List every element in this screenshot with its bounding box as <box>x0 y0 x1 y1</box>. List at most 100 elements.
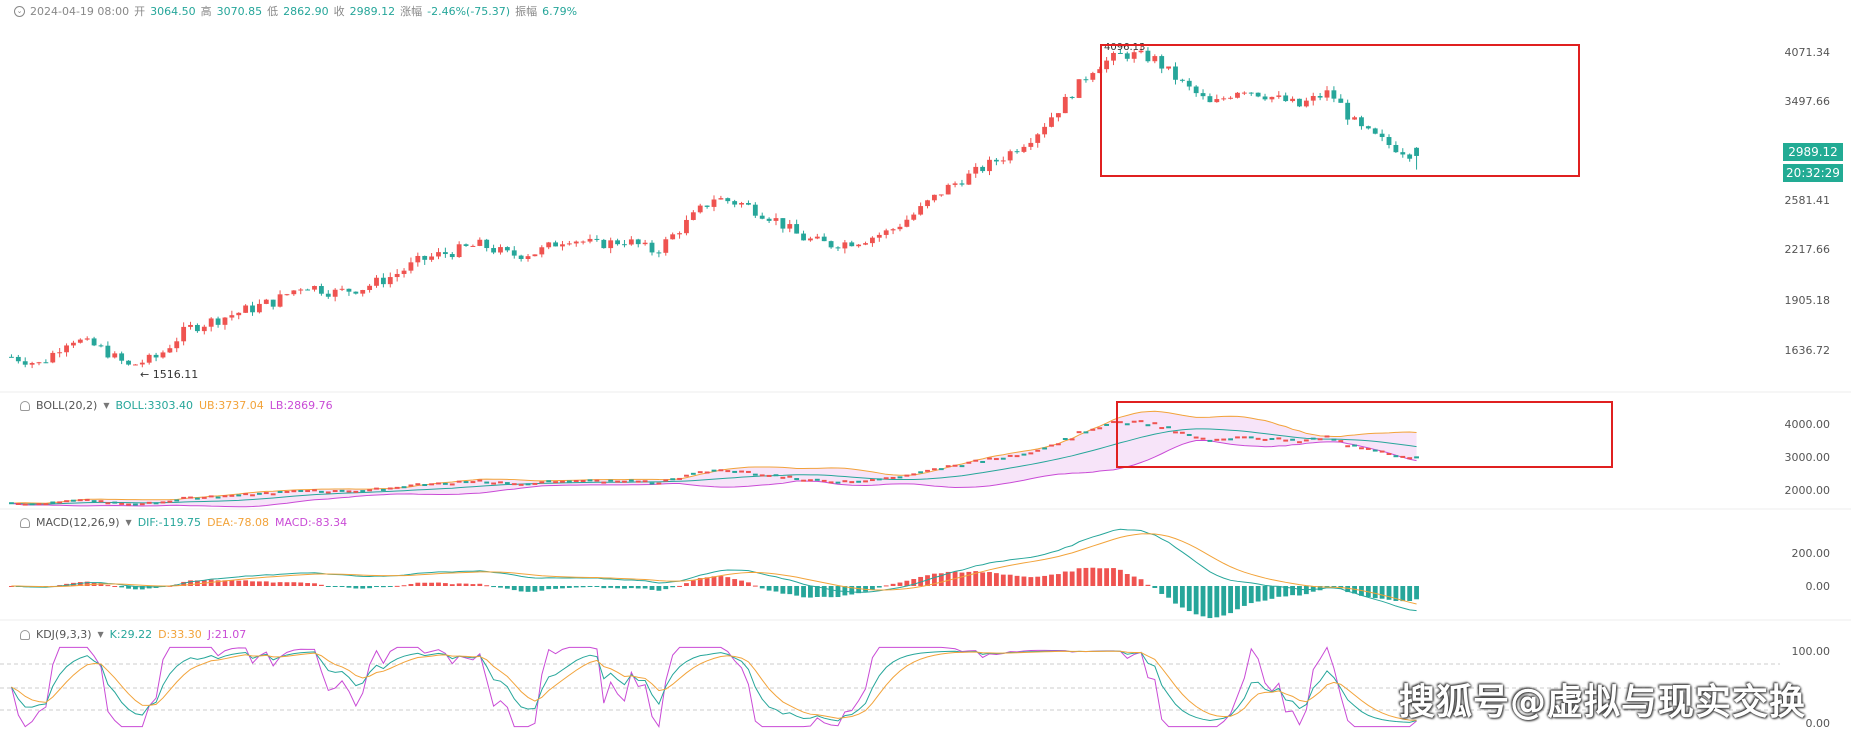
boll-candle <box>987 457 992 460</box>
candle-body <box>29 363 35 365</box>
candle-body <box>966 173 972 185</box>
candle-body <box>1076 79 1082 98</box>
boll-candle <box>1303 439 1309 442</box>
candle-body <box>1152 56 1158 62</box>
macd-histogram-bar <box>1214 586 1220 618</box>
bell-icon[interactable] <box>20 629 30 640</box>
candle-body <box>50 352 56 363</box>
chevron-down-icon[interactable]: ▼ <box>97 630 104 639</box>
macd-histogram-bar <box>263 581 269 586</box>
candle-body <box>1241 92 1247 94</box>
macd-histogram-bar <box>635 586 641 589</box>
collapse-icon[interactable]: ⌄ <box>14 5 25 17</box>
candle-body <box>677 233 682 235</box>
candle-body <box>1055 113 1061 118</box>
macd-histogram-bar <box>305 583 311 586</box>
boll-candle <box>1386 453 1392 456</box>
macd-histogram-bar <box>1414 586 1419 600</box>
boll-candle <box>105 502 111 505</box>
macd-histogram-bar <box>870 586 875 590</box>
boll-candle <box>57 501 63 504</box>
boll-candle <box>250 494 255 497</box>
kdj-panel: 100.00 0.00 <box>0 645 1830 730</box>
boll-candle <box>684 474 689 477</box>
macd-histogram-bar <box>987 572 992 586</box>
macd-histogram-bar <box>780 586 786 594</box>
boll-candle <box>890 476 896 479</box>
candle-body <box>422 255 428 260</box>
macd-histogram-bar <box>532 586 538 592</box>
candle-body <box>1386 137 1392 146</box>
boll-candle <box>870 479 875 482</box>
candle-body <box>1269 96 1275 100</box>
boll-candle <box>477 479 483 482</box>
macd-histogram-bar <box>677 585 682 587</box>
candle-body <box>236 312 242 316</box>
boll-candle <box>236 494 242 497</box>
boll-candle <box>1283 439 1289 442</box>
boll-candle <box>635 480 641 483</box>
macd-histogram-bar <box>704 577 710 586</box>
candle-body <box>195 324 200 332</box>
boll-candle <box>1372 449 1378 452</box>
candle-body <box>339 288 345 290</box>
candle-body <box>1104 60 1110 70</box>
boll-candle <box>794 478 800 481</box>
boll-candle <box>463 481 469 484</box>
macd-histogram-bar <box>966 571 972 586</box>
boll-candle <box>126 503 131 506</box>
candle-body <box>1414 147 1419 156</box>
bell-icon[interactable] <box>20 517 30 528</box>
candle-body <box>504 247 510 251</box>
macd-dea-line <box>11 533 1417 605</box>
candle-body <box>1049 117 1054 127</box>
boll-candle <box>84 498 90 501</box>
boll-candle <box>1352 444 1357 447</box>
candle-body <box>222 317 228 325</box>
macd-dif-line <box>11 528 1417 612</box>
chevron-down-icon[interactable]: ▼ <box>125 518 132 527</box>
candle-body <box>1228 97 1233 99</box>
macd-histogram-bar <box>1145 584 1151 586</box>
macd-histogram-bar <box>670 586 676 588</box>
candle-body <box>580 241 586 243</box>
candle-body <box>181 326 187 342</box>
boll-candle <box>883 477 889 480</box>
macd-histogram-bar <box>773 586 779 592</box>
candle-body <box>1097 69 1103 74</box>
boll-candle <box>387 487 393 490</box>
boll-candle <box>1221 438 1227 441</box>
boll-candle <box>539 481 545 484</box>
amplitude-value: 6.79% <box>542 4 578 18</box>
highlight-box-boll <box>1116 401 1613 468</box>
macd-histogram-bar <box>401 585 407 587</box>
candle-body <box>842 242 848 249</box>
candle-body <box>1221 98 1227 100</box>
bell-icon[interactable] <box>20 400 30 411</box>
boll-candle <box>374 487 379 490</box>
macd-histogram-bar <box>77 582 83 586</box>
boll-candle <box>1055 443 1061 446</box>
candle-body <box>119 353 125 361</box>
boll-candle <box>746 470 751 473</box>
candle-body <box>587 238 593 242</box>
chevron-down-icon[interactable]: ▼ <box>103 401 110 410</box>
macd-histogram-bar <box>298 582 304 586</box>
macd-histogram-bar <box>1276 586 1282 597</box>
candle-body <box>346 288 352 292</box>
macd-histogram-bar <box>525 586 531 592</box>
macd-histogram-bar <box>442 583 448 586</box>
macd-histogram-bar <box>1179 586 1185 608</box>
boll-candle <box>863 480 868 483</box>
low-value: 2862.90 <box>283 4 329 18</box>
close-value: 2989.12 <box>349 4 396 18</box>
boll-candle <box>201 496 207 499</box>
macd-histogram-bar <box>229 580 235 586</box>
boll-candle <box>408 484 414 487</box>
macd-histogram-bar <box>931 573 937 586</box>
boll-candle <box>339 489 345 492</box>
kdj-legend: KDJ(9,3,3) ▼ K:29.22 D:33.30 J:21.07 <box>20 628 246 641</box>
boll-candle <box>752 473 758 476</box>
macd-histogram-bar <box>1117 569 1123 586</box>
